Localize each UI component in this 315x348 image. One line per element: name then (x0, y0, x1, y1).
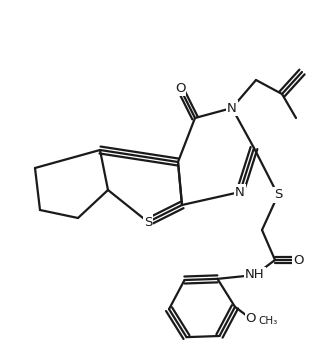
Text: O: O (246, 313, 256, 325)
Text: N: N (235, 185, 245, 198)
Text: O: O (293, 253, 303, 267)
Text: S: S (144, 215, 152, 229)
Text: O: O (175, 81, 185, 95)
Text: N: N (227, 102, 237, 114)
Text: CH₃: CH₃ (258, 316, 277, 326)
Text: S: S (274, 189, 282, 201)
Text: NH: NH (245, 269, 265, 282)
